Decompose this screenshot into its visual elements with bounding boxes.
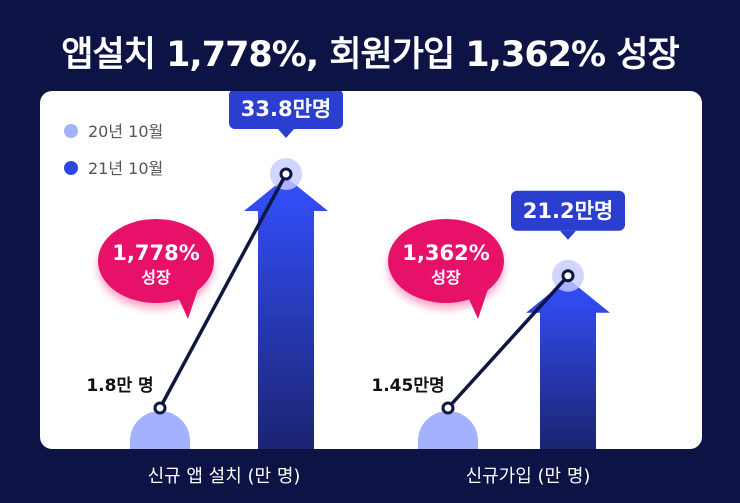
x-label-signup: 신규가입 (만 명) bbox=[465, 466, 591, 487]
legend-label-1: 21년 10월 bbox=[88, 159, 163, 178]
legend-swatch-0 bbox=[64, 124, 78, 138]
point-2020-1 bbox=[441, 401, 455, 415]
growth-bubble-1 bbox=[388, 219, 504, 303]
legend-swatch-1 bbox=[64, 161, 78, 175]
value-label-2021-1: 21.2만명 bbox=[523, 199, 613, 223]
value-badge-0 bbox=[229, 91, 343, 129]
growth-bubble-0 bbox=[98, 219, 214, 303]
growth-percent-1: 1,362% bbox=[402, 241, 489, 265]
growth-bubble-tail-0 bbox=[178, 289, 198, 319]
growth-percent-0: 1,778% bbox=[112, 241, 199, 265]
value-label-2020-1: 1.45만명 bbox=[371, 376, 444, 396]
point-2020-0 bbox=[153, 401, 167, 415]
point-2021-1 bbox=[561, 269, 575, 283]
growth-bubble-tail-1 bbox=[468, 289, 488, 319]
legend-label-0: 20년 10월 bbox=[88, 122, 163, 141]
value-badge-tail-1 bbox=[560, 230, 576, 240]
value-label-2021-0: 33.8만명 bbox=[241, 97, 331, 121]
value-badge-1 bbox=[511, 190, 625, 231]
bar-2020-1 bbox=[418, 411, 478, 449]
bar-2021-1 bbox=[526, 278, 610, 449]
point-2021-0 bbox=[279, 167, 293, 181]
growth-word-0: 성장 bbox=[141, 268, 171, 287]
value-label-2020-0: 1.8만 명 bbox=[86, 376, 153, 396]
x-label-app-install: 신규 앱 설치 (만 명) bbox=[147, 466, 301, 487]
chart-svg: 20년 10월 21년 10월 1.8만 명 33.8만명 1,778% 성장 1.45만명… bbox=[64, 91, 625, 449]
growth-line-0 bbox=[158, 173, 288, 409]
bar-2020-0 bbox=[130, 411, 190, 449]
growth-word-1: 성장 bbox=[431, 268, 461, 287]
value-badge-tail-0 bbox=[278, 129, 294, 138]
bar-2021-0 bbox=[244, 177, 328, 449]
chart-card: 20년 10월 21년 10월 1.8만 명 33.8만명 1,778% 성장 1.45만명… bbox=[40, 91, 702, 449]
page-title: 앱설치 1,778%, 회원가입 1,362% 성장 bbox=[61, 35, 679, 75]
growth-line-1 bbox=[446, 274, 570, 410]
